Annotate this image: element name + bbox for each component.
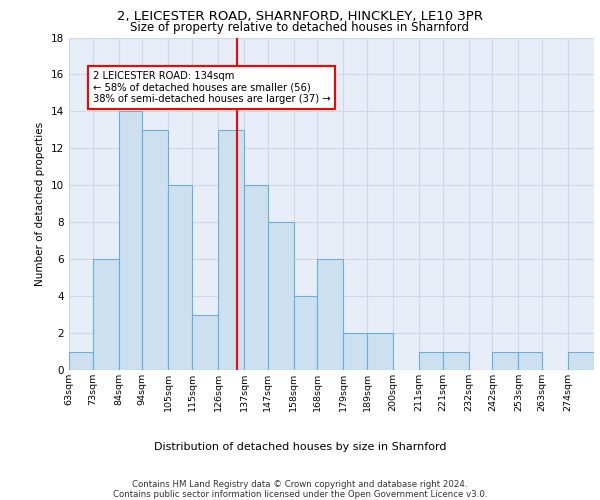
Bar	[367, 333, 393, 370]
Bar	[419, 352, 443, 370]
Bar	[518, 352, 542, 370]
Y-axis label: Number of detached properties: Number of detached properties	[35, 122, 46, 286]
Text: Contains HM Land Registry data © Crown copyright and database right 2024.
Contai: Contains HM Land Registry data © Crown c…	[113, 480, 487, 500]
Bar	[293, 296, 317, 370]
Bar	[268, 222, 293, 370]
Bar	[443, 352, 469, 370]
Bar	[244, 186, 268, 370]
Bar	[192, 314, 218, 370]
Bar	[317, 259, 343, 370]
Bar	[218, 130, 244, 370]
Text: 2 LEICESTER ROAD: 134sqm
← 58% of detached houses are smaller (56)
38% of semi-d: 2 LEICESTER ROAD: 134sqm ← 58% of detach…	[92, 70, 330, 104]
Bar	[69, 352, 92, 370]
Bar	[493, 352, 518, 370]
Bar	[119, 112, 142, 370]
Bar	[92, 259, 119, 370]
Text: Distribution of detached houses by size in Sharnford: Distribution of detached houses by size …	[154, 442, 446, 452]
Bar	[142, 130, 169, 370]
Bar	[169, 186, 192, 370]
Text: 2, LEICESTER ROAD, SHARNFORD, HINCKLEY, LE10 3PR: 2, LEICESTER ROAD, SHARNFORD, HINCKLEY, …	[117, 10, 483, 23]
Bar	[343, 333, 367, 370]
Text: Size of property relative to detached houses in Sharnford: Size of property relative to detached ho…	[131, 21, 470, 34]
Bar	[568, 352, 594, 370]
